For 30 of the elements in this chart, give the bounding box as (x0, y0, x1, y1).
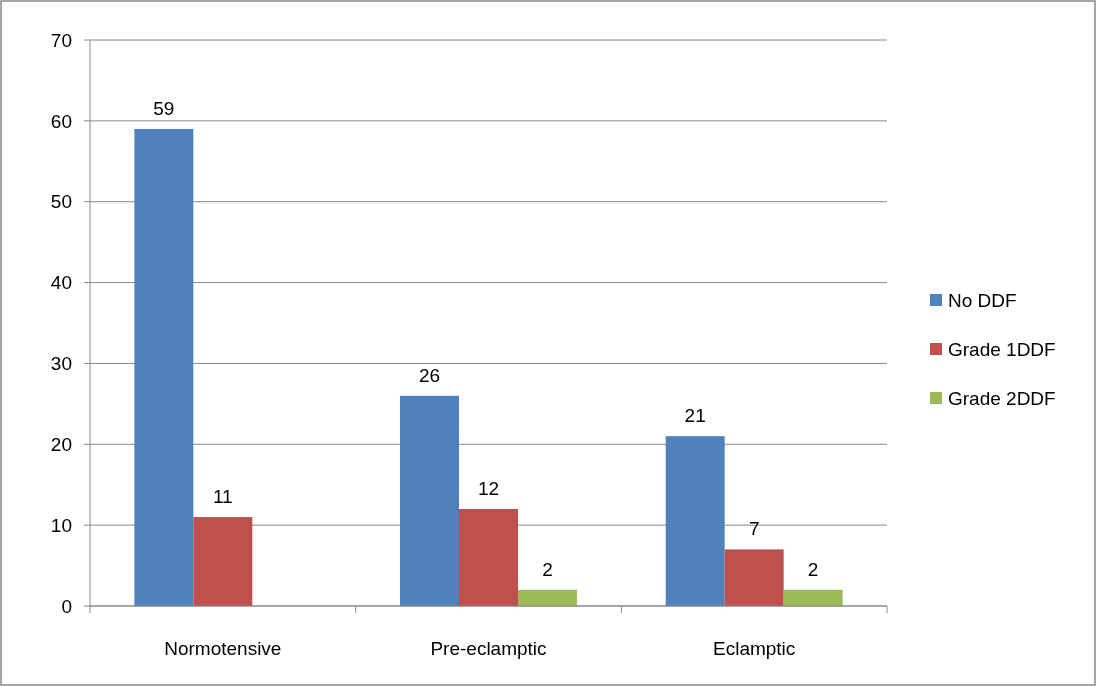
bar (459, 508, 518, 606)
legend-label: Grade 2DDF (948, 387, 1056, 409)
bar (783, 589, 843, 606)
y-tick-label: 60 (50, 110, 72, 132)
data-label: 12 (477, 477, 500, 499)
data-label: 21 (684, 405, 706, 427)
bar (134, 128, 194, 606)
bar (193, 517, 253, 606)
y-tick-label: 10 (50, 514, 72, 536)
y-tick-label: 40 (50, 272, 72, 294)
y-tick-label: 30 (50, 353, 72, 375)
data-label: 11 (212, 486, 233, 508)
bar (665, 436, 725, 606)
bar (724, 549, 784, 606)
x-tick-label: Normotensive (164, 638, 282, 659)
data-label: 59 (153, 97, 175, 119)
y-tick-label: 20 (50, 433, 72, 455)
y-tick-label: 0 (61, 595, 72, 617)
y-tick-label: 50 (50, 191, 72, 213)
bar (517, 589, 577, 606)
legend-label: Grade 1DDF (948, 338, 1056, 360)
data-label: 2 (807, 558, 819, 580)
x-tick-label: Eclamptic (712, 638, 796, 659)
legend-label: No DDF (948, 289, 1017, 311)
bar (400, 395, 460, 606)
data-label: 2 (542, 558, 553, 580)
data-label: 26 (418, 364, 441, 386)
data-label: 7 (748, 518, 760, 540)
y-tick-label: 70 (50, 29, 72, 51)
x-tick-label: Pre-eclamptic (430, 638, 547, 659)
